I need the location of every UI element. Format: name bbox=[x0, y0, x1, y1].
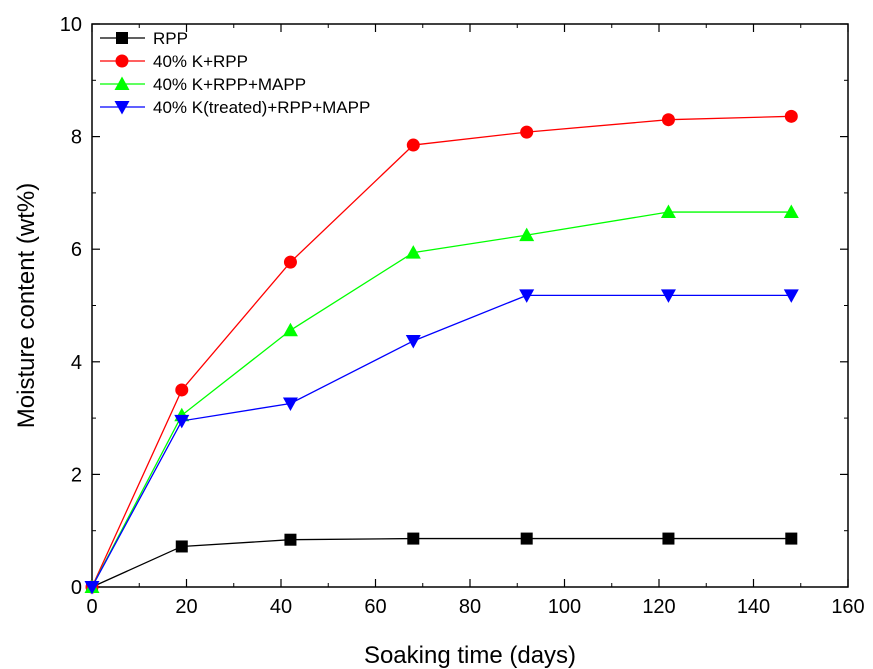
legend-marker bbox=[114, 101, 130, 115]
legend-item: 40% K+RPP+MAPP bbox=[100, 75, 306, 94]
legend-item: 40% K(treated)+RPP+MAPP bbox=[100, 98, 370, 117]
data-point bbox=[661, 113, 675, 127]
series-40-k-rpp-mapp bbox=[84, 204, 799, 593]
legend-marker bbox=[116, 32, 128, 44]
data-point bbox=[660, 204, 676, 219]
legend-marker bbox=[115, 54, 129, 68]
data-point bbox=[660, 289, 676, 303]
data-point bbox=[174, 414, 190, 429]
data-point bbox=[282, 397, 298, 411]
legend-label: 40% K+RPP bbox=[153, 52, 248, 71]
series-layer bbox=[84, 109, 799, 595]
legend-label: RPP bbox=[153, 29, 188, 48]
data-point bbox=[662, 532, 675, 545]
series-40-k-rpp bbox=[85, 109, 798, 594]
data-point bbox=[406, 138, 420, 152]
y-tick-label: 0 bbox=[71, 577, 82, 599]
y-tick-label: 6 bbox=[71, 239, 82, 261]
x-axis-title: Soaking time (days) bbox=[364, 642, 576, 669]
data-point bbox=[405, 334, 421, 349]
data-point bbox=[175, 540, 188, 553]
y-tick-label: 2 bbox=[71, 464, 82, 486]
data-point bbox=[282, 322, 298, 337]
legend: RPP 40% K+RPP 40% K+RPP+MAPP 40% K(treated)… bbox=[100, 29, 370, 117]
x-tick-label: 120 bbox=[642, 596, 675, 618]
legend-marker bbox=[114, 76, 130, 90]
series-rpp bbox=[86, 532, 798, 593]
y-axis-title: Moisture content (wt%) bbox=[13, 183, 40, 428]
x-tick-label: 80 bbox=[459, 596, 481, 618]
x-tick-label: 100 bbox=[548, 596, 581, 618]
series-line bbox=[91, 211, 792, 588]
x-tick-label: 20 bbox=[175, 596, 197, 618]
legend-item: RPP bbox=[100, 29, 188, 48]
y-tick-label: 10 bbox=[60, 14, 82, 36]
x-tick-label: 0 bbox=[86, 596, 97, 618]
y-tick-label: 4 bbox=[71, 352, 82, 374]
data-point bbox=[519, 289, 535, 303]
x-tick-label: 40 bbox=[270, 596, 292, 618]
data-point bbox=[283, 255, 297, 269]
data-point bbox=[407, 532, 420, 545]
series-40-k-treated-rpp-mapp bbox=[84, 289, 799, 595]
data-point bbox=[784, 109, 798, 123]
data-point bbox=[284, 533, 297, 546]
data-point bbox=[783, 204, 799, 219]
x-tick-label: 160 bbox=[831, 596, 864, 618]
data-point bbox=[520, 125, 534, 139]
data-point bbox=[175, 383, 189, 397]
y-tick-label: 8 bbox=[71, 127, 82, 149]
x-tick-label: 60 bbox=[364, 596, 386, 618]
data-point bbox=[783, 289, 799, 303]
legend-label: 40% K+RPP+MAPP bbox=[153, 75, 306, 94]
data-point bbox=[519, 227, 535, 242]
legend-item: 40% K+RPP bbox=[100, 52, 248, 71]
series-line bbox=[91, 115, 792, 588]
legend-label: 40% K(treated)+RPP+MAPP bbox=[153, 98, 370, 117]
data-point bbox=[785, 532, 798, 545]
data-point bbox=[405, 245, 421, 259]
axis-ticks: 0 20 40 60 80 100 120 140 160 0 2 4 6 8 10 bbox=[60, 14, 865, 618]
data-point bbox=[84, 581, 100, 595]
series-line bbox=[91, 294, 792, 588]
data-point bbox=[520, 532, 533, 545]
x-tick-label: 140 bbox=[737, 596, 770, 618]
series-line bbox=[91, 537, 792, 588]
